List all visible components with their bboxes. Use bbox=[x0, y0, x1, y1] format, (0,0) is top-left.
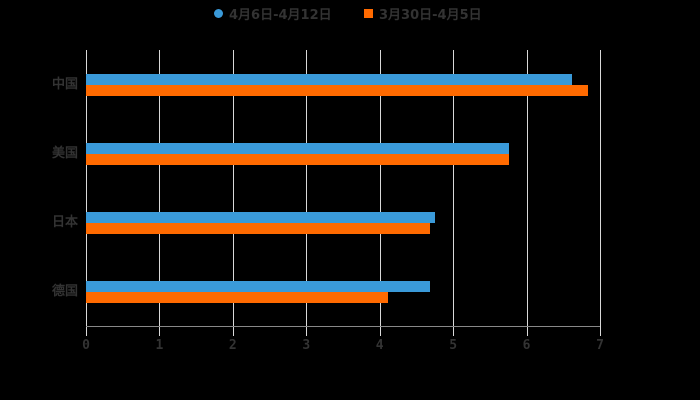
legend-item-series-1[interactable]: 4月6日-4月12日 bbox=[214, 3, 332, 23]
bar-series-1[interactable] bbox=[86, 212, 435, 223]
bar-series-2[interactable] bbox=[86, 223, 431, 234]
gridline bbox=[379, 50, 381, 336]
legend-item-series-2[interactable]: 3月30日-4月5日 bbox=[364, 3, 482, 23]
gridline bbox=[453, 50, 455, 336]
x-tick-label: 3 bbox=[302, 338, 311, 353]
gridline bbox=[86, 50, 87, 336]
x-tick-label: 4 bbox=[375, 338, 384, 353]
gridline bbox=[159, 50, 161, 336]
gridline bbox=[232, 50, 234, 336]
bar-series-2[interactable] bbox=[86, 292, 388, 303]
bar-series-1[interactable] bbox=[86, 143, 509, 154]
y-category-label: 中国 bbox=[51, 77, 78, 92]
square-marker-icon bbox=[364, 8, 373, 18]
bar-series-1[interactable] bbox=[86, 281, 431, 292]
bar-series-2[interactable] bbox=[86, 85, 589, 96]
gridline bbox=[306, 50, 308, 336]
x-tick-label: 2 bbox=[228, 338, 237, 353]
y-category-label: 美国 bbox=[51, 146, 78, 161]
bar-series-2[interactable] bbox=[86, 154, 509, 165]
x-axis-line bbox=[86, 326, 600, 327]
circle-marker-icon bbox=[214, 8, 223, 18]
y-category-label: 日本 bbox=[51, 215, 78, 230]
bar-series-1[interactable] bbox=[86, 74, 573, 85]
x-tick-label: 6 bbox=[522, 338, 531, 353]
gridline bbox=[526, 50, 528, 336]
legend-label: 4月6日-4月12日 bbox=[229, 7, 332, 23]
plot-area bbox=[86, 50, 601, 336]
gridline bbox=[600, 50, 601, 336]
x-tick-label: 0 bbox=[82, 338, 90, 353]
legend: 4月6日-4月12日 3月30日-4月5日 bbox=[0, 3, 700, 23]
legend-label: 3月30日-4月5日 bbox=[379, 7, 482, 23]
x-tick-label: 1 bbox=[155, 338, 164, 353]
y-category-label: 德国 bbox=[51, 284, 78, 299]
x-tick-label: 7 bbox=[596, 338, 604, 353]
x-tick-label: 5 bbox=[449, 338, 458, 353]
